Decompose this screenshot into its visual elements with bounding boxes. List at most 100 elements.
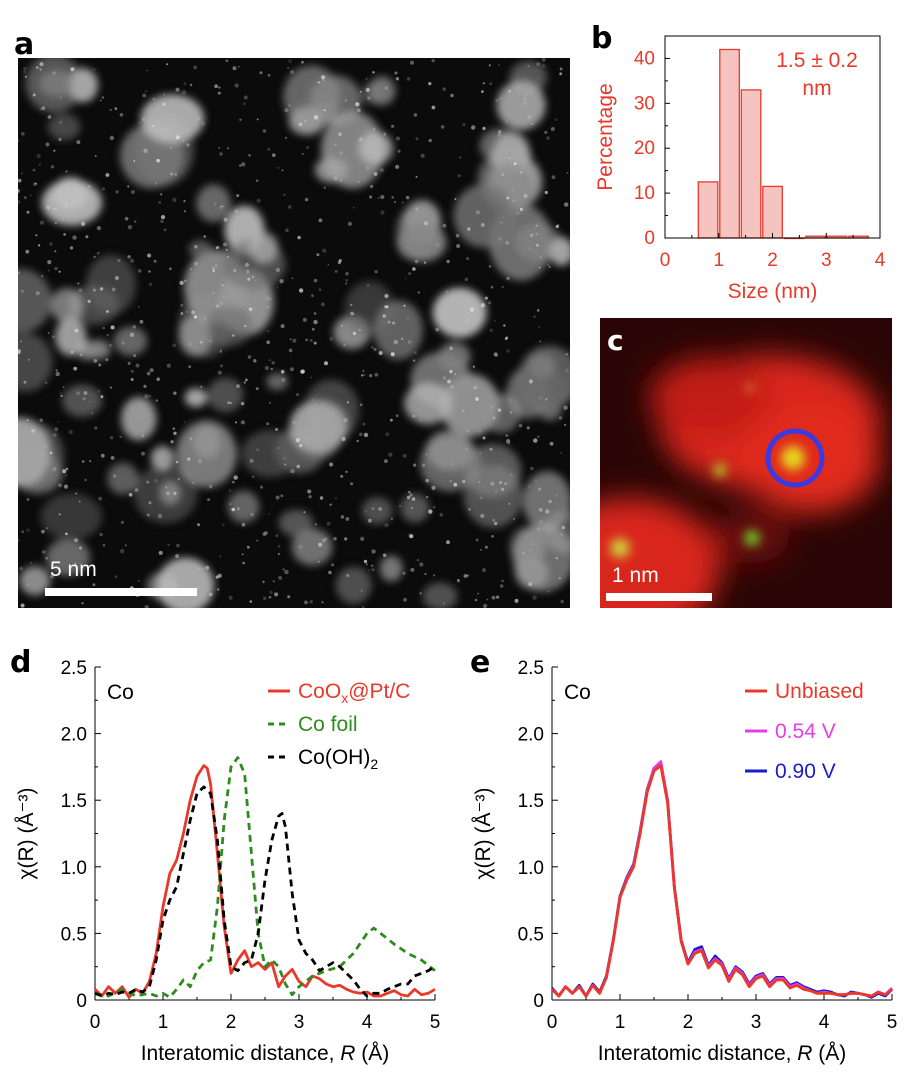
stem-atom bbox=[412, 267, 416, 271]
stem-atom bbox=[492, 416, 496, 420]
stem-atom bbox=[177, 478, 180, 481]
stem-atom bbox=[468, 508, 471, 511]
x-axis-title: Size (nm) bbox=[728, 280, 818, 303]
stem-atom bbox=[47, 332, 50, 334]
stem-atom bbox=[218, 146, 221, 149]
stem-atom bbox=[144, 394, 149, 399]
stem-atom bbox=[160, 193, 163, 196]
series-line bbox=[94, 756, 436, 999]
stem-atom bbox=[499, 97, 503, 100]
stem-atom bbox=[292, 338, 297, 343]
stem-particle bbox=[85, 339, 111, 360]
stem-atom bbox=[96, 226, 101, 231]
stem-atom bbox=[333, 537, 337, 541]
stem-atom bbox=[545, 398, 548, 401]
stem-atom bbox=[384, 523, 389, 528]
x-tick-label: 0 bbox=[90, 1012, 101, 1033]
stem-atom bbox=[424, 573, 427, 576]
stem-atom bbox=[245, 262, 250, 267]
y-tick-label: 2.5 bbox=[518, 658, 544, 679]
stem-atom bbox=[503, 324, 506, 327]
stem-atom bbox=[378, 197, 380, 199]
stem-atom bbox=[369, 195, 373, 199]
stem-atom bbox=[365, 563, 368, 566]
stem-atom bbox=[79, 353, 83, 357]
stem-atom bbox=[77, 342, 81, 345]
stem-atom bbox=[197, 587, 200, 589]
stem-atom bbox=[483, 603, 488, 608]
stem-atom bbox=[382, 314, 386, 318]
stem-atom bbox=[249, 458, 254, 463]
stem-atom bbox=[388, 452, 393, 457]
stem-atom bbox=[296, 393, 300, 397]
stem-atom bbox=[192, 481, 195, 484]
stem-atom bbox=[541, 63, 546, 68]
stem-atom bbox=[236, 194, 240, 198]
stem-atom bbox=[406, 495, 411, 500]
stem-atom bbox=[256, 539, 258, 542]
stem-atom bbox=[188, 342, 193, 347]
stem-atom bbox=[531, 122, 534, 125]
stem-atom bbox=[229, 502, 232, 506]
stem-atom bbox=[378, 507, 383, 511]
stem-atom bbox=[531, 543, 534, 545]
stem-atom bbox=[405, 195, 410, 200]
stem-atom bbox=[59, 120, 63, 125]
stem-atom bbox=[46, 205, 51, 210]
stem-atom bbox=[362, 422, 366, 426]
stem-atom bbox=[201, 567, 204, 570]
stem-atom bbox=[197, 567, 201, 571]
y-tick-label: 0 bbox=[76, 991, 87, 1012]
stem-atom bbox=[219, 555, 222, 558]
stem-atom bbox=[413, 113, 418, 117]
stem-atom bbox=[536, 527, 541, 531]
stem-particle bbox=[548, 236, 570, 266]
x-axis-title-part: (Å) bbox=[355, 1042, 389, 1065]
x-tick-label: 4 bbox=[819, 1012, 830, 1033]
stem-atom bbox=[480, 222, 485, 227]
stem-atom bbox=[506, 349, 510, 353]
stem-atom bbox=[223, 217, 228, 222]
stem-atom bbox=[256, 233, 261, 238]
stem-atom bbox=[267, 147, 271, 151]
stem-atom bbox=[278, 575, 283, 580]
stem-atom bbox=[489, 82, 493, 85]
stem-atom bbox=[319, 496, 324, 500]
stem-image: 5 nm bbox=[18, 58, 570, 608]
stem-atom bbox=[267, 73, 271, 77]
stem-atom bbox=[529, 233, 534, 237]
stem-atom bbox=[75, 492, 78, 495]
x-tick-label: 5 bbox=[430, 1012, 441, 1033]
stem-atom bbox=[285, 228, 289, 233]
stem-atom bbox=[173, 431, 177, 435]
stem-particle bbox=[523, 471, 570, 532]
stem-atom bbox=[549, 441, 554, 446]
stem-atom bbox=[68, 429, 73, 435]
stem-atom bbox=[54, 427, 59, 432]
stem-atom bbox=[143, 384, 147, 388]
stem-atom bbox=[79, 546, 82, 550]
stem-atom bbox=[318, 218, 323, 223]
y-tick-label: 2.5 bbox=[61, 658, 87, 679]
stem-atom bbox=[221, 523, 225, 527]
stem-atom bbox=[301, 153, 304, 155]
stem-atom bbox=[372, 127, 376, 131]
stem-atom bbox=[321, 538, 326, 543]
stem-atom bbox=[141, 451, 145, 456]
stem-atom bbox=[183, 421, 186, 424]
stem-atom bbox=[346, 401, 349, 404]
stem-atom bbox=[288, 59, 292, 63]
y-tick-label: 0.5 bbox=[61, 924, 87, 945]
stem-atom bbox=[362, 606, 365, 608]
stem-atom bbox=[266, 305, 270, 309]
stem-atom bbox=[359, 403, 363, 407]
stem-atom bbox=[113, 474, 117, 478]
stem-particle bbox=[432, 287, 487, 338]
x-tick-label: 4 bbox=[875, 250, 886, 271]
stem-atom bbox=[480, 303, 486, 308]
stem-atom bbox=[459, 156, 462, 159]
stem-atom bbox=[124, 216, 129, 221]
stem-atom bbox=[327, 442, 330, 445]
stem-atom bbox=[246, 545, 250, 549]
stem-atom bbox=[338, 259, 342, 263]
